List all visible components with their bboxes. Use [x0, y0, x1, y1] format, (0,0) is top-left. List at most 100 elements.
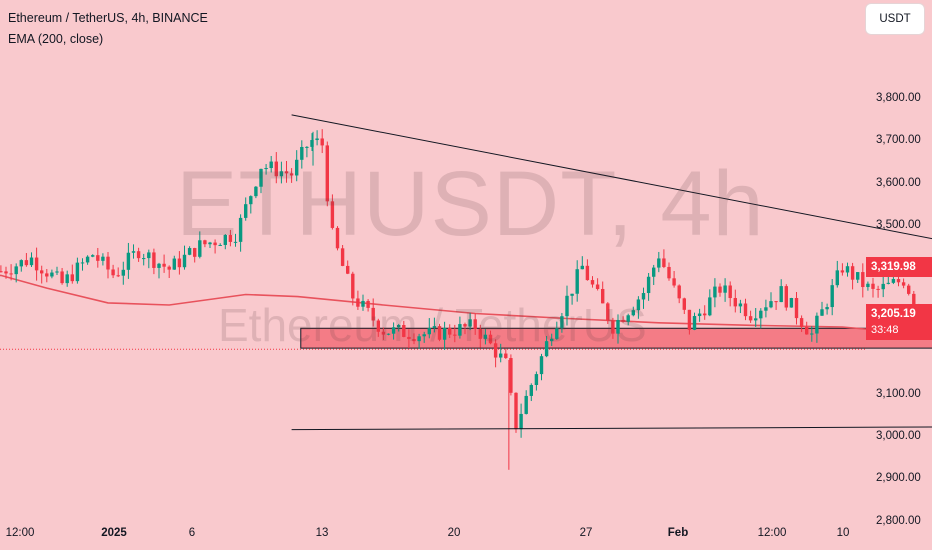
candle[interactable]	[575, 260, 579, 302]
candle[interactable]	[19, 259, 23, 272]
candle[interactable]	[167, 265, 171, 279]
candle[interactable]	[539, 353, 544, 381]
candle[interactable]	[147, 249, 151, 269]
candle[interactable]	[432, 317, 437, 333]
candle[interactable]	[636, 296, 641, 319]
candle[interactable]	[45, 268, 49, 283]
candle[interactable]	[504, 348, 508, 359]
candle[interactable]	[677, 284, 681, 304]
candle[interactable]	[85, 255, 90, 265]
candle[interactable]	[534, 371, 539, 391]
candle[interactable]	[223, 234, 227, 250]
candle[interactable]	[177, 251, 182, 275]
candle[interactable]	[453, 324, 457, 343]
candle[interactable]	[881, 275, 885, 298]
candle[interactable]	[80, 258, 85, 271]
candle[interactable]	[810, 326, 814, 342]
candle[interactable]	[351, 271, 355, 306]
candle[interactable]	[55, 266, 59, 276]
candle[interactable]	[794, 292, 799, 325]
candle[interactable]	[198, 231, 202, 259]
candle[interactable]	[325, 141, 329, 207]
candle[interactable]	[708, 289, 712, 317]
candle[interactable]	[779, 279, 783, 303]
candle[interactable]	[478, 324, 482, 348]
candle[interactable]	[152, 248, 156, 275]
candle[interactable]	[519, 403, 523, 438]
candle[interactable]	[111, 264, 115, 279]
candle[interactable]	[759, 308, 763, 329]
candle[interactable]	[34, 247, 39, 281]
candle[interactable]	[91, 254, 95, 258]
candle[interactable]	[652, 264, 656, 286]
candle[interactable]	[4, 266, 8, 279]
candle[interactable]	[371, 298, 375, 327]
candle[interactable]	[641, 287, 646, 309]
candle[interactable]	[692, 312, 697, 331]
candle[interactable]	[65, 270, 69, 287]
candle[interactable]	[672, 271, 676, 288]
candle[interactable]	[335, 226, 340, 251]
candle[interactable]	[748, 310, 753, 323]
candle[interactable]	[422, 331, 426, 343]
support-line[interactable]	[291, 426, 932, 431]
candle[interactable]	[0, 265, 3, 273]
candle[interactable]	[40, 265, 44, 284]
candle[interactable]	[463, 322, 467, 335]
candle[interactable]	[289, 168, 294, 183]
candle[interactable]	[820, 301, 824, 316]
candle[interactable]	[259, 168, 263, 194]
candle[interactable]	[473, 313, 477, 335]
candle[interactable]	[907, 283, 911, 296]
candle[interactable]	[687, 309, 692, 335]
candle[interactable]	[901, 278, 906, 289]
candle[interactable]	[657, 251, 661, 273]
candle[interactable]	[524, 390, 528, 415]
candle[interactable]	[580, 256, 584, 270]
candle[interactable]	[96, 247, 100, 268]
candle[interactable]	[386, 333, 391, 336]
candle[interactable]	[743, 298, 748, 321]
candle[interactable]	[774, 301, 778, 310]
candle[interactable]	[509, 354, 513, 396]
candle[interactable]	[840, 263, 845, 276]
candle[interactable]	[514, 392, 518, 433]
candle[interactable]	[60, 267, 64, 285]
candle[interactable]	[646, 272, 651, 301]
candle[interactable]	[876, 285, 880, 298]
candle[interactable]	[565, 285, 569, 326]
candle[interactable]	[101, 253, 105, 266]
candle[interactable]	[448, 324, 452, 339]
candle[interactable]	[300, 140, 304, 169]
candle[interactable]	[886, 276, 890, 285]
candle[interactable]	[662, 249, 666, 269]
candle[interactable]	[106, 252, 110, 279]
candle[interactable]	[667, 262, 671, 281]
candle[interactable]	[9, 264, 13, 281]
candle[interactable]	[320, 129, 324, 154]
candle[interactable]	[723, 278, 727, 302]
candle[interactable]	[570, 293, 574, 305]
candle[interactable]	[585, 259, 590, 281]
candle[interactable]	[728, 281, 732, 307]
candle[interactable]	[361, 294, 365, 311]
candle[interactable]	[131, 244, 136, 259]
candle[interactable]	[50, 269, 54, 279]
candle[interactable]	[458, 316, 462, 339]
candle[interactable]	[136, 247, 141, 262]
candle[interactable]	[29, 252, 34, 268]
candle[interactable]	[24, 253, 29, 267]
candle[interactable]	[799, 315, 804, 332]
candle[interactable]	[529, 383, 533, 402]
candle[interactable]	[713, 278, 717, 308]
candle[interactable]	[427, 318, 431, 339]
candle[interactable]	[315, 130, 319, 146]
candle[interactable]	[595, 278, 600, 291]
candle[interactable]	[254, 186, 258, 199]
candle[interactable]	[238, 214, 243, 252]
candle[interactable]	[601, 281, 605, 304]
candle[interactable]	[871, 277, 875, 298]
candle[interactable]	[121, 261, 125, 285]
candle[interactable]	[126, 242, 131, 279]
candle[interactable]	[825, 303, 829, 315]
